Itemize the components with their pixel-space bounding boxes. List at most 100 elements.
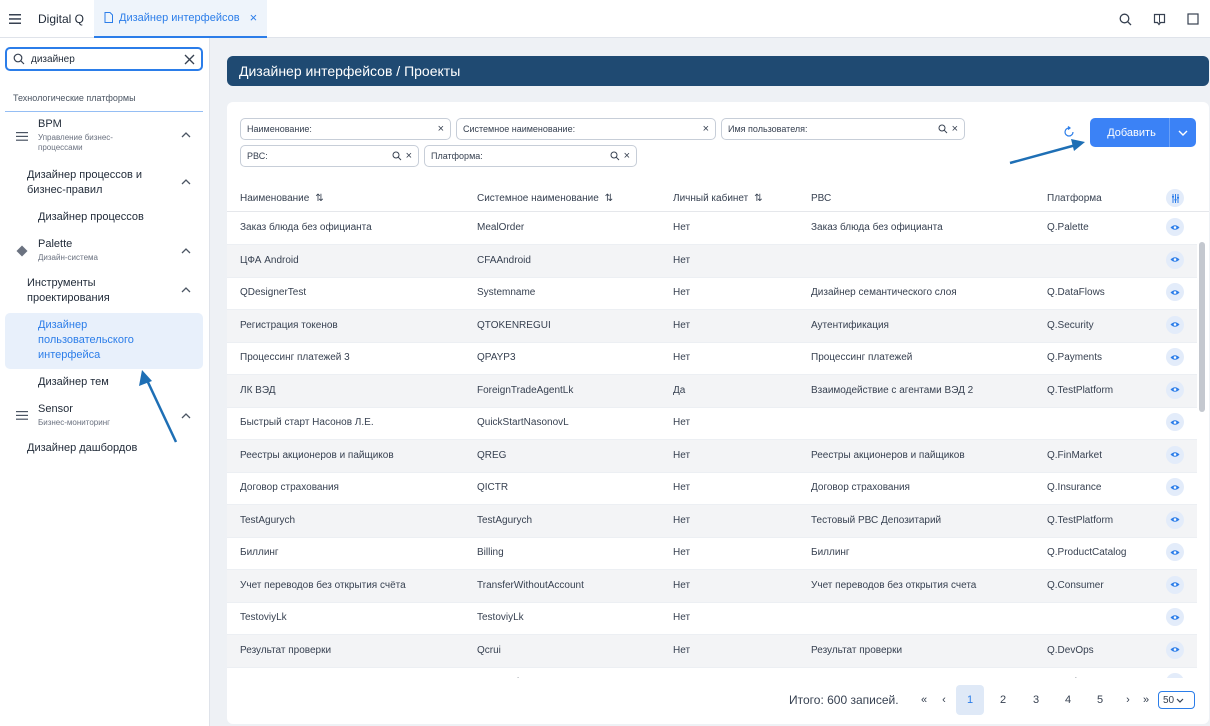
- view-icon[interactable]: [1166, 348, 1184, 366]
- view-icon[interactable]: [1166, 608, 1184, 626]
- close-icon[interactable]: ×: [249, 10, 258, 25]
- view-icon[interactable]: [1166, 575, 1184, 594]
- view-icon[interactable]: [1166, 510, 1184, 529]
- sidebar-item-design-tools[interactable]: Инструменты проектирования: [0, 277, 205, 307]
- view-icon[interactable]: [1166, 543, 1184, 561]
- refresh-icon[interactable]: [1063, 126, 1075, 138]
- table-row[interactable]: Учет переводов без открытия счёта Transfe…: [227, 569, 1197, 603]
- clear-icon[interactable]: ×: [951, 123, 958, 135]
- search-input[interactable]: дизайнер: [31, 53, 75, 65]
- chevron-up-icon[interactable]: [181, 132, 191, 138]
- page-button[interactable]: 2: [999, 694, 1007, 706]
- menu-icon[interactable]: [0, 0, 30, 38]
- sidebar-item-theme-designer[interactable]: Дизайнер тем: [0, 376, 205, 392]
- chevron-up-icon[interactable]: [181, 179, 191, 185]
- sidebar-item-sensor[interactable]: Sensor Бизнес-мониторинг: [0, 403, 205, 431]
- prev-page-icon[interactable]: ‹: [942, 694, 946, 706]
- table-row[interactable]: Биллинг Billing Нет Биллинг Q.ProductCatalog: [227, 537, 1197, 570]
- table-row[interactable]: TestAgurych TestAgurych Нет Тестовый РВС Де…: [227, 504, 1197, 538]
- table-row[interactable]: Реестры акционеров и пайщиков QREG Нет Реес…: [227, 439, 1197, 473]
- scrollbar[interactable]: [1199, 242, 1205, 412]
- cell-name: Результат проверки: [240, 644, 332, 656]
- sort-icon[interactable]: ⇅: [315, 193, 324, 204]
- chevron-down-icon[interactable]: [1170, 127, 1196, 139]
- table-row[interactable]: Результат проверки Qcrui Нет Результат пров…: [227, 634, 1197, 668]
- sidebar-item-label: Sensor: [38, 403, 73, 415]
- divider: [5, 111, 203, 112]
- view-icon[interactable]: [1166, 673, 1184, 678]
- search-icon[interactable]: [610, 151, 620, 161]
- table-row[interactable]: TestoviyLk TestoviyLk Нет: [227, 602, 1197, 635]
- filter-system-name[interactable]: Системное наименование: ×: [456, 118, 716, 140]
- sidebar-item-dashboard-designer[interactable]: Дизайнер дашбордов: [0, 442, 205, 458]
- column-header-cabinet[interactable]: Личный кабинет ⇅: [673, 193, 763, 204]
- filter-name[interactable]: Наименование: ×: [240, 118, 451, 140]
- search-field[interactable]: дизайнер: [5, 47, 203, 71]
- filter-platform[interactable]: Платформа: ×: [424, 145, 637, 167]
- search-icon[interactable]: [392, 151, 402, 161]
- page-button[interactable]: 3: [1032, 694, 1040, 706]
- cell-name: Заказ блюда без официанта: [240, 222, 372, 233]
- sort-icon[interactable]: ⇅: [754, 193, 763, 204]
- search-icon[interactable]: [1108, 0, 1142, 38]
- table-row[interactable]: ЛК ВЭД ForeignTradeAgentLk Да Взаимодействи…: [227, 374, 1197, 408]
- cell-system-name: MealOrder: [477, 222, 525, 233]
- sidebar-item-palette[interactable]: Palette Дизайн-система: [0, 238, 205, 266]
- page-button[interactable]: 1: [956, 685, 984, 715]
- filter-user-name[interactable]: Имя пользователя: ×: [721, 118, 965, 140]
- table-row[interactable]: Регистрация токенов QTOKENREGUI Нет Аутенти…: [227, 309, 1197, 343]
- column-header-system-name[interactable]: Системное наименование ⇅: [477, 193, 613, 204]
- cell-name: Процессинг платежей 3: [240, 352, 350, 363]
- view-icon[interactable]: [1166, 218, 1184, 236]
- chevron-up-icon[interactable]: [181, 287, 191, 293]
- table-row[interactable]: QDesignerTest Systemname Нет Дизайнер семан…: [227, 277, 1197, 310]
- book-icon[interactable]: [1142, 0, 1176, 38]
- next-page-icon[interactable]: ›: [1126, 694, 1130, 706]
- view-icon[interactable]: [1166, 413, 1184, 431]
- cell-cabinet: Нет: [673, 514, 691, 526]
- table-row[interactable]: ЦФА Android CFAAndroid Нет: [227, 244, 1197, 278]
- page-button[interactable]: 5: [1096, 694, 1104, 706]
- column-settings-icon[interactable]: [1166, 189, 1184, 207]
- add-button[interactable]: Добавить: [1090, 118, 1196, 147]
- cell-system-name: TransferWithoutAccount: [477, 579, 584, 591]
- view-icon[interactable]: [1166, 380, 1184, 399]
- column-header-name[interactable]: Наименование ⇅: [240, 193, 324, 204]
- last-page-icon[interactable]: »: [1142, 694, 1150, 706]
- sort-icon[interactable]: ⇅: [604, 193, 614, 204]
- view-icon[interactable]: [1166, 478, 1184, 496]
- table-row[interactable]: Быстрый старт Насонов Л.Е. QuickStartNaso…: [227, 407, 1197, 440]
- table-row[interactable]: Отправка одноразового кода OTPsender Нет От…: [227, 667, 1197, 678]
- sidebar-item-process-designer[interactable]: Дизайнер процессов: [0, 211, 205, 227]
- projects-card: Наименование: × Системное наименование: …: [227, 102, 1209, 724]
- sidebar-item-process-rules-designer[interactable]: Дизайнер процессов и бизнес-правил: [0, 169, 205, 199]
- table-row[interactable]: Заказ блюда без официанта MealOrder Нет Зак…: [227, 212, 1197, 245]
- sidebar-item-bpm[interactable]: BPM Управление бизнес- процессами: [0, 118, 205, 158]
- window-icon[interactable]: [1176, 0, 1210, 38]
- view-icon[interactable]: [1166, 445, 1184, 464]
- clear-icon[interactable]: ×: [405, 150, 412, 162]
- clear-icon[interactable]: ×: [623, 150, 630, 162]
- cell-platform: Q.ProductCatalog: [1047, 547, 1127, 558]
- app-title[interactable]: Digital Q: [38, 11, 85, 26]
- view-icon[interactable]: [1166, 640, 1184, 659]
- first-page-icon[interactable]: «: [920, 694, 928, 706]
- view-icon[interactable]: [1166, 283, 1184, 301]
- page-button[interactable]: 4: [1064, 694, 1072, 706]
- clear-icon[interactable]: ×: [437, 123, 444, 135]
- tab-interface-designer[interactable]: Дизайнер интерфейсов ×: [94, 0, 268, 38]
- cell-system-name: QTOKENREGUI: [477, 319, 551, 331]
- search-icon[interactable]: [938, 124, 948, 134]
- table-row[interactable]: Процессинг платежей 3 QPAYP3 Нет Процессинг…: [227, 342, 1197, 375]
- chevron-up-icon[interactable]: [181, 413, 191, 419]
- cell-system-name: QICTR: [477, 482, 509, 493]
- view-icon[interactable]: [1166, 250, 1184, 269]
- filter-rvs[interactable]: РВС: ×: [240, 145, 419, 167]
- sidebar-item-ui-designer[interactable]: [5, 313, 203, 369]
- chevron-up-icon[interactable]: [181, 248, 191, 254]
- table-row[interactable]: Договор страхования QICTR Нет Договор страх…: [227, 472, 1197, 505]
- clear-icon[interactable]: [184, 54, 195, 65]
- view-icon[interactable]: [1166, 315, 1184, 334]
- clear-icon[interactable]: ×: [702, 123, 709, 135]
- page-size-select[interactable]: 50: [1158, 691, 1195, 709]
